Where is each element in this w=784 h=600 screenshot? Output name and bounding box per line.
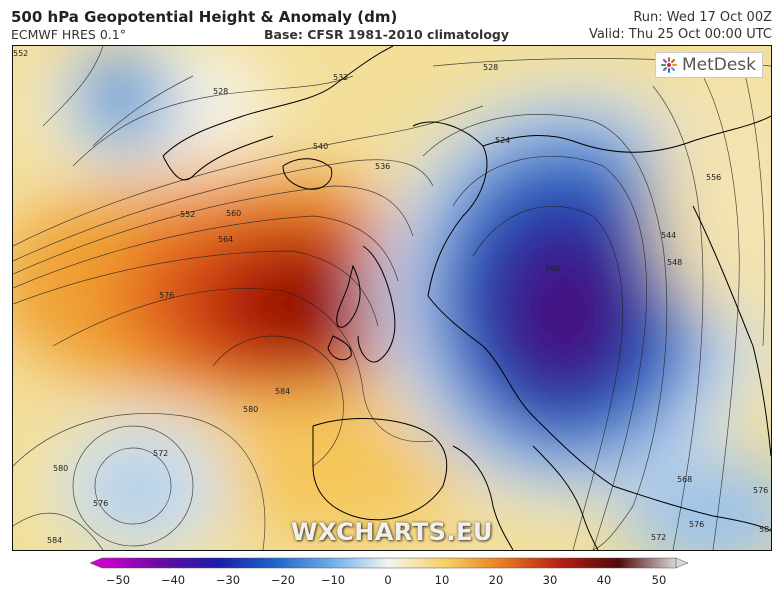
chart-title: 500 hPa Geopotential Height & Anomaly (d…: [11, 8, 398, 26]
contour-label: 544: [661, 231, 676, 240]
contour-label: 552: [180, 210, 195, 219]
coastlines: [162, 46, 771, 550]
contour-label: 580: [243, 405, 258, 414]
colorbar-gradient: [89, 557, 689, 569]
contour-label: 560: [226, 209, 241, 218]
contour-label: 568: [677, 475, 692, 484]
contour-label: 576: [753, 486, 768, 495]
colorbar-tick: −40: [160, 573, 186, 587]
height-contours: [13, 46, 771, 550]
colorbar-tick: 10: [434, 573, 450, 587]
contour-label: 552: [13, 49, 28, 58]
contour-label: 584: [275, 387, 290, 396]
contour-label: 564: [218, 235, 233, 244]
weather-map: 552 528 532 528 540 536 524 556 544 548 …: [12, 45, 772, 551]
colorbar-ticks: −50 −40 −30 −20 −10 0 10 20 30 40 50: [90, 573, 688, 593]
contour-label: 560: [545, 264, 560, 273]
contour-label-group: 552 528 532 528 540 536 524 556 544 548 …: [13, 49, 771, 545]
contour-label: 528: [213, 87, 228, 96]
metdesk-logo: MetDesk: [654, 52, 763, 78]
colorbar-tick: −20: [270, 573, 296, 587]
run-time-label: Run: Wed 17 Oct 00Z: [633, 10, 772, 25]
model-label: ECMWF HRES 0.1°: [11, 27, 126, 42]
metdesk-logo-text: MetDesk: [681, 55, 756, 75]
contour-label: 532: [333, 73, 348, 82]
contour-label: 536: [375, 162, 390, 171]
colorbar-tick: −30: [215, 573, 241, 587]
metdesk-logo-icon: [660, 57, 677, 73]
contour-label: 540: [313, 142, 328, 151]
wxcharts-watermark: WXCHARTS.EU: [291, 518, 493, 546]
colorbar-tick: 50: [651, 573, 667, 587]
colorbar-tick: 20: [488, 573, 504, 587]
contour-label: 576: [159, 291, 174, 300]
contour-label: 576: [93, 499, 108, 508]
base-climatology-label: Base: CFSR 1981-2010 climatology: [264, 27, 510, 42]
anomaly-map-svg: 552 528 532 528 540 536 524 556 544 548 …: [13, 46, 771, 550]
colorbar-tick: −10: [320, 573, 346, 587]
contour-label: 528: [483, 63, 498, 72]
contour-label: 576: [689, 520, 704, 529]
contour-label: 548: [667, 258, 682, 267]
contour-label: 572: [153, 449, 168, 458]
contour-label: 580: [53, 464, 68, 473]
contour-label: 584: [759, 525, 771, 534]
contour-label: 584: [47, 536, 62, 545]
contour-label: 524: [495, 136, 510, 145]
colorbar-tick: 30: [542, 573, 558, 587]
colorbar-tick: −50: [105, 573, 131, 587]
colorbar: −50 −40 −30 −20 −10 0 10 20 30 40 50: [89, 557, 689, 597]
colorbar-tick: 0: [384, 573, 392, 587]
valid-time-label: Valid: Thu 25 Oct 00:00 UTC: [588, 27, 772, 42]
contour-label: 556: [706, 173, 721, 182]
colorbar-tick: 40: [596, 573, 612, 587]
contour-label: 572: [651, 533, 666, 542]
